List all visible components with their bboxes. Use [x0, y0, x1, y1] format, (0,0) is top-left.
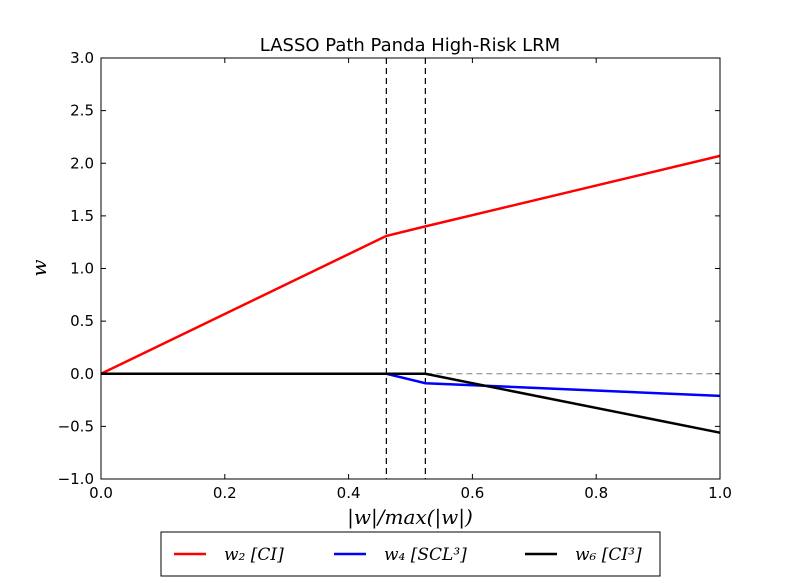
- series-line-2: [101, 372, 721, 398]
- x-tick-label: 0.2: [213, 484, 237, 502]
- x-tick-label: 0.4: [337, 484, 361, 502]
- series-line-1: [100, 154, 721, 375]
- x-axis-label: |w|/max(|w|): [347, 505, 473, 530]
- y-tick-label: 1.0: [70, 260, 94, 278]
- y-tick-label: 0.5: [70, 312, 94, 330]
- x-tick-label: 0.0: [89, 484, 113, 502]
- series-line-3: [101, 372, 721, 434]
- chart-title: LASSO Path Panda High-Risk LRM: [260, 35, 560, 56]
- y-tick-label: 3.0: [70, 49, 94, 67]
- plot-frame: [100, 57, 721, 480]
- y-axis-label: w: [27, 259, 51, 276]
- x-tick-label: 0.6: [460, 484, 484, 502]
- y-tick-label: −0.5: [58, 417, 94, 435]
- legend: w₂ [CI] w₄ [SCL³] w₆ [CI³]: [160, 531, 661, 577]
- x-tick-label: 0.8: [584, 484, 608, 502]
- y-tick-label: 2.0: [70, 154, 94, 172]
- plot-area: 0.0 0.2 0.4 0.6 0.8 1.0 −1.0 −0.5 0.0 0.5 1.0 1.5 2.…: [58, 49, 732, 502]
- x-tick-label: 1.0: [708, 484, 732, 502]
- y-tick-label: 0.0: [70, 365, 94, 383]
- legend-label-2: w₄ [SCL³]: [384, 545, 467, 565]
- legend-box: [160, 531, 661, 577]
- y-tick-label: 1.5: [70, 207, 94, 225]
- legend-label-3: w₆ [CI³]: [575, 545, 642, 565]
- legend-label-1: w₂ [CI]: [224, 545, 284, 565]
- y-tick-label: −1.0: [58, 470, 94, 488]
- y-tick-label: 2.5: [70, 102, 94, 120]
